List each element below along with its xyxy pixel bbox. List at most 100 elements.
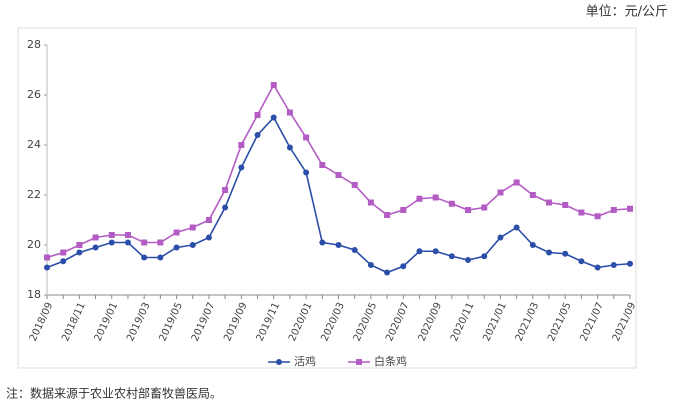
data-point [400, 263, 407, 270]
data-point [529, 242, 536, 248]
data-point [254, 112, 261, 118]
data-point [141, 254, 148, 261]
series-line [46, 83, 631, 259]
data-point [513, 224, 520, 231]
data-point [432, 194, 439, 201]
data-point [44, 264, 50, 271]
data-point [157, 254, 164, 261]
data-point [481, 253, 488, 260]
data-point [319, 239, 326, 246]
data-point [76, 242, 83, 248]
data-point [627, 260, 633, 267]
x-tick-label: 2021/01 [481, 301, 509, 343]
data-point [594, 264, 601, 271]
data-point [303, 134, 310, 141]
x-tick-label: 2018/11 [60, 301, 88, 343]
legend-marker [276, 359, 282, 365]
x-tick-label: 2020/11 [449, 301, 477, 343]
x-tick-label: 2020/07 [384, 301, 412, 343]
data-point [222, 204, 229, 211]
data-point [124, 239, 131, 246]
chart-frame [17, 27, 637, 369]
x-tick-label: 2021/07 [579, 301, 607, 343]
data-point [222, 187, 229, 193]
data-point [92, 244, 99, 251]
data-point [384, 212, 391, 218]
data-point [141, 239, 148, 246]
data-point [189, 242, 196, 248]
data-point [44, 254, 50, 261]
data-point [513, 179, 520, 186]
data-point [578, 258, 585, 265]
x-tick-label: 2020/03 [319, 301, 347, 343]
data-point [416, 248, 423, 255]
data-point [610, 207, 617, 213]
data-point [448, 253, 455, 260]
data-point [286, 144, 293, 151]
data-point [627, 205, 633, 212]
data-point [400, 207, 407, 213]
note: 注：数据来源于农业农村部畜牧兽医局。 [6, 386, 222, 401]
y-tick-label: 24 [27, 138, 41, 151]
data-point [432, 248, 439, 255]
data-point [76, 249, 83, 256]
x-tick-label: 2019/05 [157, 301, 185, 343]
data-point [610, 262, 617, 268]
y-tick-label: 26 [27, 88, 41, 101]
data-point [60, 249, 67, 256]
data-point [270, 114, 277, 121]
x-tick-label: 2019/03 [125, 301, 153, 343]
legend-marker [356, 359, 362, 365]
data-point [319, 162, 326, 168]
data-point [384, 269, 391, 276]
legend-label: 活鸡 [294, 354, 316, 368]
series-line [46, 116, 631, 274]
data-point [124, 232, 131, 238]
x-tick-label: 2021/05 [546, 301, 574, 343]
data-point [303, 169, 310, 176]
data-point [92, 234, 99, 241]
data-point [546, 199, 553, 206]
x-tick-label: 2021/09 [611, 301, 639, 343]
y-tick-label: 22 [27, 188, 41, 201]
x-tick-label: 2019/11 [255, 301, 283, 343]
data-point [270, 82, 277, 88]
data-point [578, 209, 585, 216]
data-point [108, 239, 115, 246]
data-point [465, 207, 472, 213]
data-point [594, 213, 601, 220]
x-tick-label: 2019/09 [222, 301, 250, 343]
data-point [529, 192, 536, 198]
x-tick-label: 2021/03 [514, 301, 542, 343]
legend-label: 白条鸡 [374, 354, 407, 368]
data-point [189, 224, 196, 231]
data-point [173, 229, 180, 236]
data-point [367, 262, 374, 268]
data-point [205, 217, 212, 223]
data-point [335, 172, 342, 178]
data-point [416, 195, 423, 202]
data-point [448, 200, 455, 207]
data-point [562, 202, 569, 208]
data-point [562, 250, 569, 257]
data-point [238, 142, 245, 148]
data-point [286, 109, 293, 116]
data-point [481, 204, 488, 211]
data-point [335, 242, 342, 248]
x-tick-label: 2018/09 [28, 301, 56, 343]
y-tick-label: 28 [27, 38, 41, 51]
data-point [205, 234, 212, 241]
x-tick-label: 2020/05 [352, 301, 380, 343]
data-point [497, 189, 504, 196]
data-point [60, 258, 67, 265]
data-point [351, 247, 358, 253]
data-point [173, 244, 180, 251]
data-point [238, 164, 245, 171]
data-point [351, 182, 358, 188]
x-tick-label: 2019/01 [93, 301, 121, 343]
x-tick-label: 2020/01 [287, 301, 315, 343]
y-tick-label: 18 [27, 288, 41, 301]
data-point [465, 257, 472, 263]
data-point [108, 232, 115, 238]
